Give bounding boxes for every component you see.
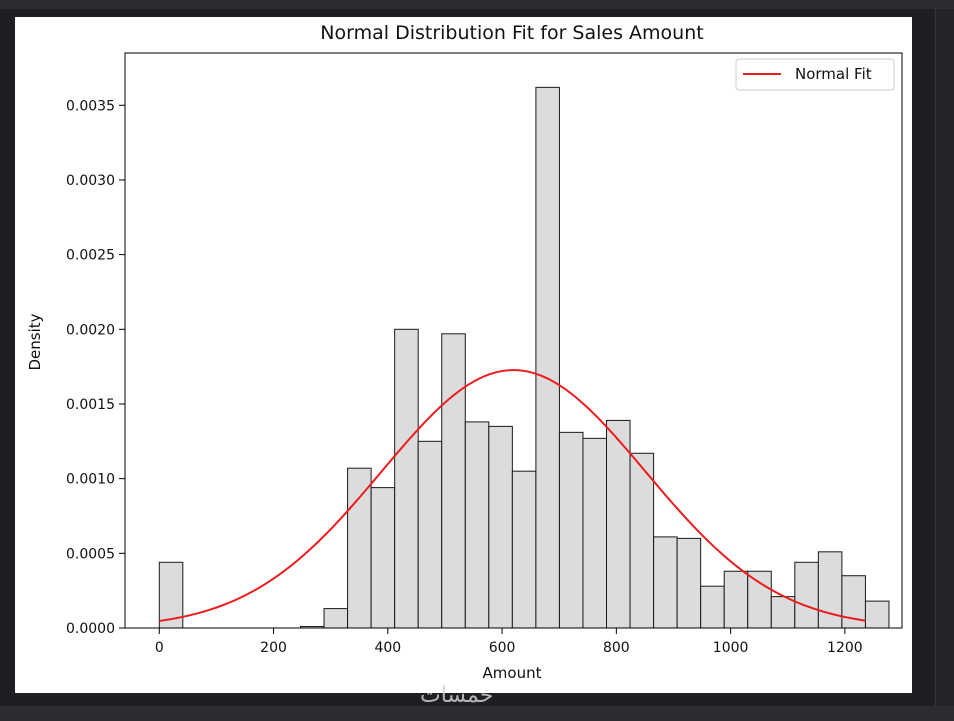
y-tick-label: 0.0015 [66,397,115,413]
histogram-bar [417,440,443,629]
normal-fit-line [159,369,866,622]
histogram-bar [864,600,890,629]
y-tick-label: 0.0020 [66,322,115,338]
scrollbar-track[interactable] [935,9,954,721]
y-tick-label: 0.0025 [66,248,115,264]
y-tick-label: 0.0035 [66,98,115,114]
y-axis-ticks: 0.0000 0.0005 0.0010 0.0015 0.0020 0.0025 0.00… [66,98,125,637]
histogram-bar [394,328,419,629]
x-tick-label: 0 [155,640,164,656]
x-tick-label: 800 [603,640,630,656]
y-tick-label: 0.0005 [66,546,115,562]
x-tick-label: 400 [374,640,401,656]
watermark-logo: خمسات [420,683,494,708]
histogram-bar [629,452,655,629]
histogram-bar [676,537,702,629]
histogram-bar [794,561,819,629]
y-tick-label: 0.0000 [66,621,115,637]
histogram-bar [700,585,725,629]
legend-box [735,58,895,91]
x-tick-label: 200 [260,640,287,656]
x-axis-label: Amount [483,664,542,682]
legend-label-normal-fit: Normal Fit [795,65,872,83]
chart-figure: Normal Distribution Fit for Sales Amount… [15,17,912,693]
histogram-bar [441,333,466,629]
histogram-bar [370,487,396,629]
histogram-bar [464,421,490,629]
histogram-bar [488,425,513,629]
y-tick-label: 0.0010 [66,472,115,488]
histogram-bar [347,467,372,629]
window-top-bar [0,0,954,9]
histogram-bar [653,536,678,629]
histogram-bar [770,596,796,629]
axes-frame [124,52,903,629]
histogram-bar [511,470,537,629]
histogram-chart: Normal Distribution Fit for Sales Amount… [26,22,903,682]
y-tick-label: 0.0030 [66,173,115,189]
histogram-bar [747,570,772,629]
histogram-bar [582,437,608,629]
y-axis-label: Density [26,313,44,370]
chart-title: Normal Distribution Fit for Sales Amount [320,22,703,44]
histogram-bar [606,419,631,629]
histogram-bar [558,431,584,629]
x-tick-label: 600 [489,640,516,656]
x-tick-label: 1200 [827,640,863,656]
x-tick-label: 1000 [713,640,749,656]
histogram-bar [535,86,560,629]
histogram-bar [323,608,349,629]
window-bottom-bar [0,706,954,721]
histogram-bar [817,551,843,629]
legend: Normal Fit [735,58,895,91]
histogram-bar [723,570,749,629]
histogram-bars [158,86,890,629]
x-axis-ticks: 0 200 400 600 800 1000 1200 [155,628,863,656]
